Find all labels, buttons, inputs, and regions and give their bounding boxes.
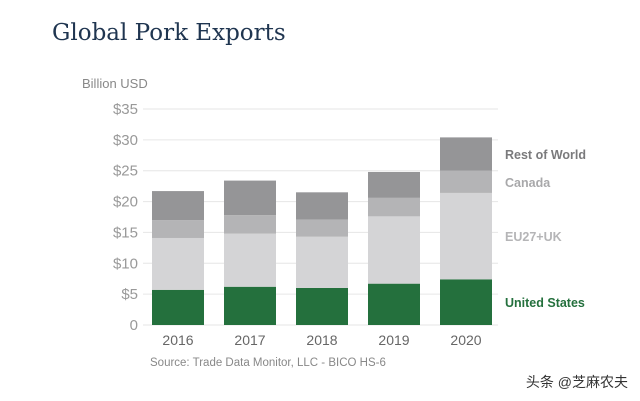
bar-segment — [152, 237, 204, 290]
bar-segment — [296, 287, 348, 325]
legend-label: Rest of World — [505, 148, 586, 162]
bar-segment — [296, 192, 348, 220]
y-tick-label: $25 — [113, 163, 138, 180]
y-tick-label: 0 — [130, 317, 138, 334]
bar-segment — [224, 233, 276, 287]
bar-segment — [368, 197, 420, 217]
bar-segment — [224, 180, 276, 216]
y-tick-label: $20 — [113, 194, 138, 211]
y-tick-label: $10 — [113, 255, 138, 272]
x-tick-label: 2018 — [306, 332, 337, 348]
bar-segment — [440, 192, 492, 280]
y-tick-label: $5 — [121, 286, 138, 303]
legend-label: Canada — [505, 176, 551, 190]
bar-segment — [296, 236, 348, 288]
bar-segment — [368, 171, 420, 198]
watermark: 头条 @芝麻农夫 — [525, 374, 628, 390]
bar-segment — [152, 220, 204, 238]
x-tick-label: 2020 — [450, 332, 481, 348]
source-note: Source: Trade Data Monitor, LLC - BICO H… — [150, 357, 386, 369]
x-tick-label: 2017 — [234, 332, 265, 348]
bar-segment — [440, 279, 492, 325]
legend-label: United States — [505, 296, 585, 310]
bar-segment — [152, 191, 204, 221]
bar-segment — [440, 170, 492, 193]
x-tick-label: 2016 — [162, 332, 193, 348]
y-tick-label: $30 — [113, 132, 138, 149]
y-tick-label: $35 — [113, 101, 138, 118]
bar-segment — [368, 283, 420, 325]
x-tick-label: 2019 — [378, 332, 409, 348]
legend-label: EU27+UK — [505, 230, 562, 244]
bar-segment — [152, 289, 204, 325]
bar-segment — [224, 286, 276, 325]
bar-segment — [224, 215, 276, 234]
y-tick-label: $15 — [113, 224, 138, 241]
bar-segment — [440, 137, 492, 171]
y-axis-label: Billion USD — [82, 76, 148, 91]
chart-title: Global Pork Exports — [52, 20, 286, 46]
bar-segment — [368, 216, 420, 284]
bar-segment — [296, 219, 348, 237]
